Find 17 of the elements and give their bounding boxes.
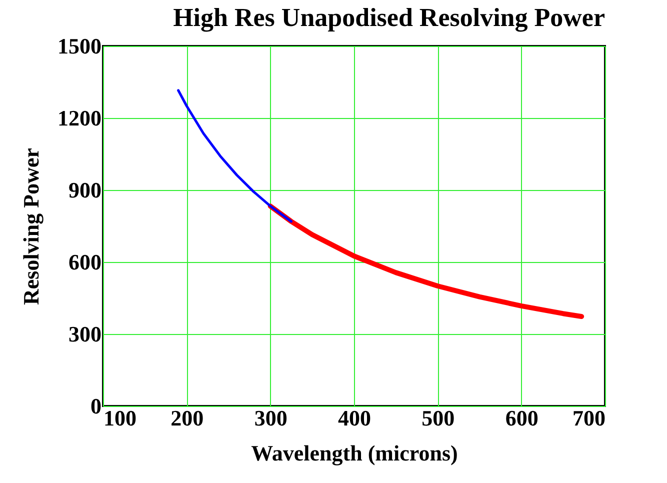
y-tick-label: 900 <box>68 178 102 202</box>
x-tick-label: 300 <box>254 406 288 430</box>
y-axis-title: Resolving Power <box>18 148 44 306</box>
x-tick-label: 500 <box>422 406 455 430</box>
x-tick-label: 100 <box>104 406 136 430</box>
y-tick-label: 300 <box>68 322 102 346</box>
line-series <box>177 89 292 223</box>
y-tick-label: 1200 <box>58 106 102 130</box>
x-tick-label: 700 <box>572 406 606 430</box>
x-tick-label: 400 <box>338 406 371 430</box>
y-tick-label: 600 <box>68 250 102 274</box>
chart-title: High Res Unapodised Resolving Power <box>173 3 605 32</box>
x-tick-label: 200 <box>170 406 204 430</box>
y-tick-label: 0 <box>90 394 102 418</box>
x-axis-title: Wavelength (microns) <box>251 440 458 466</box>
y-tick-label: 1500 <box>58 34 102 58</box>
x-tick-label: 600 <box>505 406 538 430</box>
